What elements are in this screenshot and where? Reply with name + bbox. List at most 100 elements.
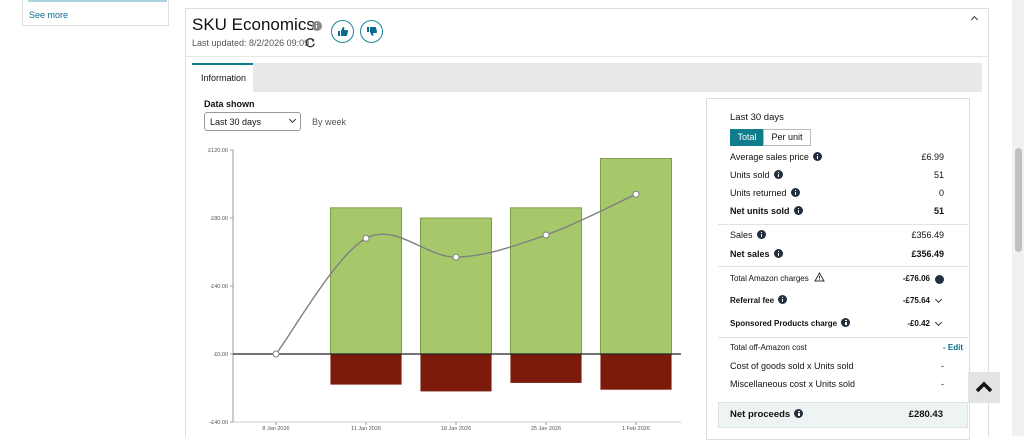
line-point: [542, 231, 550, 239]
row-value: £280.43: [908, 409, 943, 420]
x-tick-label: 18 Jan 2026: [441, 426, 471, 432]
x-tick-label: 25 Jan 2026: [531, 426, 561, 432]
thumbs-up-icon: [338, 27, 349, 36]
row-value: £6.99: [921, 152, 944, 162]
info-icon[interactable]: [778, 295, 788, 304]
bar: [330, 207, 402, 355]
tab-active[interactable]: [192, 63, 253, 92]
row-label: Total off-Amazon cost: [730, 343, 807, 352]
thumbs-up-button[interactable]: [331, 20, 354, 43]
row-label: Net sales: [730, 249, 770, 259]
line-point: [362, 234, 370, 242]
sidebar-card: [22, 0, 169, 26]
sidebar-highlight: [28, 0, 167, 2]
last-updated: Last updated: 8/2/2026 09:09: [192, 38, 310, 48]
summary-row: Miscellaneous cost x Units sold -: [730, 377, 944, 391]
data-shown-label: Data shown: [204, 99, 255, 109]
row-value: £356.49: [911, 230, 944, 240]
row-label: Units returned: [730, 188, 787, 198]
row-label: Units sold: [730, 170, 770, 180]
info-icon[interactable]: [773, 170, 783, 179]
thumbs-down-icon: [367, 27, 378, 36]
bar: [420, 217, 492, 355]
summary-row: Referral fee -£75.64: [730, 294, 930, 308]
row-label: Net units sold: [730, 206, 790, 216]
edit-link[interactable]: - Edit: [943, 343, 963, 352]
row-value: -£75.64: [902, 296, 930, 305]
row-value: -: [941, 379, 944, 389]
row-label: Cost of goods sold x Units sold: [730, 361, 854, 371]
main-panel: [185, 8, 989, 437]
up-arrow-icon: [975, 381, 993, 393]
info-icon[interactable]: [812, 152, 822, 161]
bar: [420, 354, 492, 392]
y-tick-label: £120.00: [208, 148, 228, 154]
scrollbar-thumb[interactable]: [1015, 148, 1022, 252]
help-icon[interactable]: [935, 275, 944, 284]
net-proceeds-box: [718, 402, 968, 428]
line-point: [272, 350, 280, 358]
y-tick-label: £80.00: [211, 216, 228, 222]
chart: -£40.00 £0.00 £40.00 £80.00 £120.00 8 Jan 202…: [208, 148, 681, 432]
divider: [718, 337, 968, 338]
info-icon[interactable]: [312, 21, 322, 31]
x-tick-label: 11 Jan 2026: [351, 426, 381, 432]
y-tick-label: -£40.00: [209, 420, 228, 426]
row-label: Sponsored Products charge: [730, 319, 838, 328]
row-value: 0: [938, 188, 944, 198]
row-value: 51: [933, 170, 944, 180]
summary-title: Last 30 days: [730, 112, 784, 123]
line-point: [452, 253, 460, 261]
summary-row: Net units sold 51: [730, 204, 944, 218]
row-label: Referral fee: [730, 296, 775, 305]
header-divider: [186, 56, 987, 57]
see-more-link[interactable]: See more: [29, 10, 69, 20]
info-icon[interactable]: [793, 206, 803, 215]
tab-bar: [192, 63, 982, 92]
info-icon[interactable]: [794, 409, 804, 418]
x-tick-label: 1 Feb 2026: [622, 426, 650, 432]
info-icon[interactable]: [841, 318, 851, 327]
summary-row: Units returned 0: [730, 186, 944, 200]
info-icon[interactable]: [773, 249, 783, 258]
toggle-total[interactable]: Total: [730, 129, 764, 146]
summary-row: Average sales price £6.99: [730, 150, 944, 164]
bar: [330, 354, 402, 385]
refresh-icon[interactable]: [305, 37, 316, 48]
summary-row: Net sales £356.49: [730, 247, 944, 261]
info-icon[interactable]: [790, 188, 800, 197]
period-granularity: By week: [312, 117, 347, 127]
info-icon[interactable]: [756, 230, 766, 239]
scroll-to-top-button[interactable]: [968, 372, 1000, 403]
row-value: £356.49: [911, 249, 944, 259]
row-label: Total Amazon charges: [730, 274, 809, 283]
summary-row: Total off-Amazon cost - Edit: [730, 341, 963, 355]
tab-label[interactable]: Information: [201, 73, 247, 83]
y-tick-label: £0.00: [214, 352, 228, 358]
row-label: Average sales price: [730, 152, 809, 162]
bar: [510, 207, 582, 355]
line-point: [632, 190, 640, 198]
summary-row: Sales £356.49: [730, 228, 944, 242]
period-select[interactable]: [204, 112, 301, 131]
row-value: -: [941, 361, 944, 371]
summary-row: Net proceeds £280.43: [730, 408, 943, 422]
summary-row: Cost of goods sold x Units sold -: [730, 359, 944, 373]
summary-row: Sponsored Products charge -£0.42: [730, 317, 930, 331]
summary-row: Units sold 51: [730, 168, 944, 182]
row-label: Net proceeds: [730, 409, 791, 420]
toggle-per-unit[interactable]: Per unit: [763, 129, 811, 146]
line: [275, 193, 637, 355]
thumbs-down-button[interactable]: [360, 20, 383, 43]
bar: [600, 354, 672, 390]
bar: [510, 354, 582, 383]
warning-icon[interactable]: [814, 271, 825, 282]
period-select-value[interactable]: Last 30 days: [210, 117, 262, 127]
x-tick-label: 8 Jan 2026: [262, 426, 289, 432]
bar: [600, 158, 672, 355]
divider: [718, 224, 968, 225]
y-tick-label: £40.00: [211, 284, 228, 290]
row-value: 51: [933, 206, 944, 216]
row-label: Sales: [730, 230, 753, 240]
